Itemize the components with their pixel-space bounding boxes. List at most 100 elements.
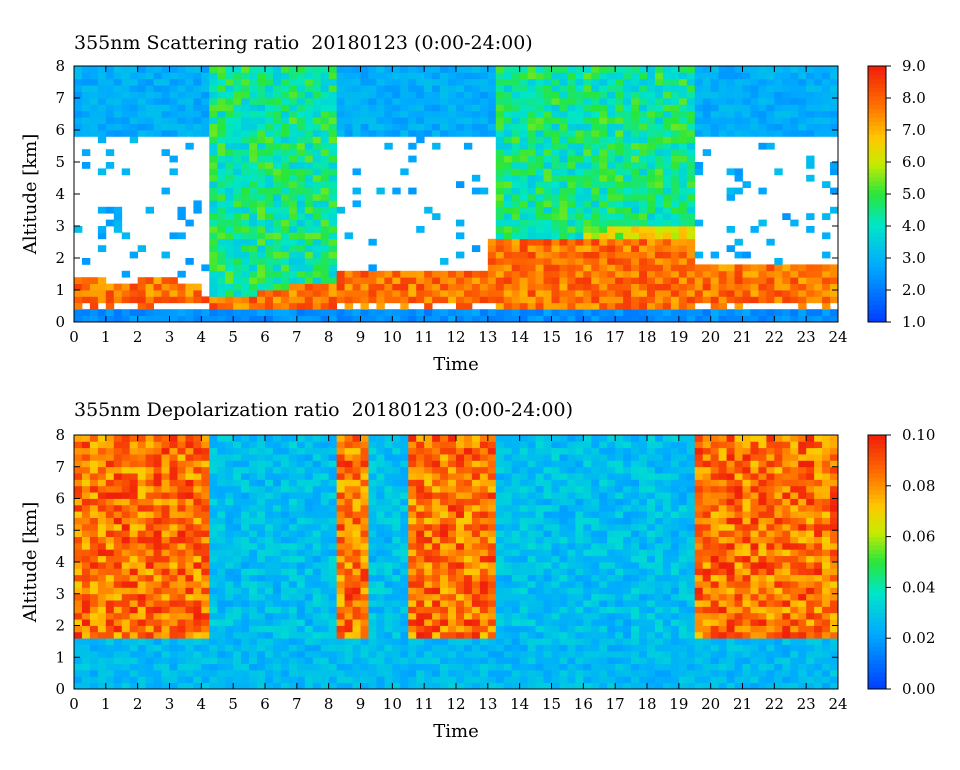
- heatmap-cell: [440, 485, 449, 493]
- heatmap-cell: [456, 460, 465, 468]
- heatmap-cell: [320, 315, 330, 323]
- heatmap-cell: [654, 168, 664, 176]
- heatmap-cell: [662, 168, 672, 176]
- heatmap-cell: [209, 78, 218, 86]
- heatmap-cell: [774, 296, 783, 304]
- heatmap-cell: [702, 315, 712, 323]
- heatmap-cell: [798, 98, 807, 105]
- heatmap-cell: [241, 549, 250, 557]
- heatmap-cell: [710, 72, 720, 80]
- heatmap-cell: [463, 581, 473, 588]
- heatmap-cell: [81, 66, 91, 73]
- heatmap-cell: [710, 130, 720, 137]
- heatmap-cell: [463, 485, 473, 493]
- heatmap-cell: [798, 309, 807, 316]
- heatmap-cell: [591, 194, 600, 201]
- heatmap-cell: [766, 66, 775, 73]
- heatmap-cell: [456, 549, 465, 557]
- heatmap-cell: [352, 593, 361, 601]
- heatmap-cell: [185, 669, 194, 677]
- heatmap-cell: [81, 130, 91, 137]
- heatmap-cell: [288, 606, 298, 614]
- heatmap-cell: [296, 441, 306, 449]
- heatmap-cell: [280, 644, 290, 652]
- heatmap-cell: [97, 555, 107, 563]
- x-tick-label: 15: [542, 328, 561, 346]
- heatmap-cell: [408, 663, 417, 671]
- heatmap-cell: [177, 669, 186, 677]
- heatmap-cell: [814, 104, 823, 112]
- heatmap-cell: [615, 142, 624, 150]
- heatmap-cell: [368, 72, 377, 80]
- heatmap-cell: [336, 511, 345, 518]
- heatmap-cell: [726, 85, 735, 92]
- heatmap-cell: [368, 593, 377, 601]
- heatmap-cell: [296, 562, 306, 569]
- heatmap-cell: [113, 504, 123, 512]
- heatmap-cell: [249, 104, 258, 112]
- x-tick-label: 6: [260, 328, 270, 346]
- heatmap-cell: [798, 72, 807, 80]
- heatmap-cell: [81, 123, 91, 131]
- heatmap-cell: [503, 181, 513, 188]
- heatmap-cell: [328, 441, 338, 449]
- heatmap-cell: [591, 174, 600, 182]
- heatmap-cell: [670, 264, 680, 272]
- heatmap-cell: [225, 504, 234, 512]
- heatmap-cell: [607, 277, 616, 284]
- heatmap-cell: [678, 302, 688, 310]
- heatmap-cell: [296, 149, 306, 156]
- heatmap-cell: [169, 104, 178, 112]
- heatmap-cell: [575, 174, 584, 182]
- heatmap-cell: [615, 206, 624, 214]
- heatmap-cell: [217, 277, 226, 284]
- heatmap-cell: [288, 232, 298, 240]
- heatmap-cell: [384, 669, 393, 677]
- heatmap-cell: [241, 181, 250, 188]
- colorbar-step: [868, 138, 886, 144]
- heatmap-cell: [615, 302, 624, 310]
- colorbar-step: [868, 270, 886, 276]
- heatmap-cell: [97, 485, 107, 493]
- heatmap-cell: [463, 98, 473, 105]
- heatmap-cell: [567, 270, 576, 278]
- heatmap-cell: [742, 110, 751, 118]
- heatmap-cell: [320, 136, 330, 144]
- heatmap-cell: [233, 466, 242, 474]
- heatmap-cell: [121, 517, 131, 525]
- heatmap-cell: [471, 542, 481, 550]
- heatmap-cell: [74, 562, 83, 569]
- heatmap-cell: [241, 238, 250, 246]
- heatmap-cell: [567, 258, 576, 265]
- heatmap-cell: [384, 606, 393, 614]
- heatmap-cell: [440, 479, 449, 487]
- heatmap-cell: [718, 72, 727, 80]
- heatmap-cell: [304, 238, 314, 246]
- heatmap-cell: [217, 676, 226, 684]
- heatmap-cell: [105, 283, 115, 291]
- heatmap-cell: [193, 612, 202, 620]
- heatmap-cell: [169, 110, 178, 118]
- heatmap-cell: [360, 619, 369, 626]
- heatmap-cell: [257, 258, 266, 265]
- heatmap-cell: [257, 136, 266, 144]
- heatmap-cell: [432, 619, 441, 626]
- heatmap-cell: [639, 98, 648, 105]
- heatmap-cell: [495, 315, 505, 323]
- heatmap-cell: [424, 657, 433, 664]
- heatmap-cell: [487, 104, 497, 112]
- heatmap-cell: [591, 251, 600, 259]
- heatmap-cell: [456, 625, 465, 633]
- heatmap-cell: [400, 168, 409, 176]
- heatmap-cell: [280, 130, 290, 137]
- heatmap-cell: [416, 98, 425, 105]
- heatmap-cell: [105, 517, 115, 525]
- heatmap-cell: [89, 511, 99, 518]
- heatmap-cell: [511, 110, 521, 118]
- x-tick-label: 3: [165, 328, 175, 346]
- heatmap-cell: [265, 536, 274, 544]
- heatmap-cell: [408, 270, 417, 278]
- heatmap-cell: [726, 245, 735, 252]
- heatmap-cell: [296, 213, 306, 220]
- heatmap-cell: [647, 149, 656, 156]
